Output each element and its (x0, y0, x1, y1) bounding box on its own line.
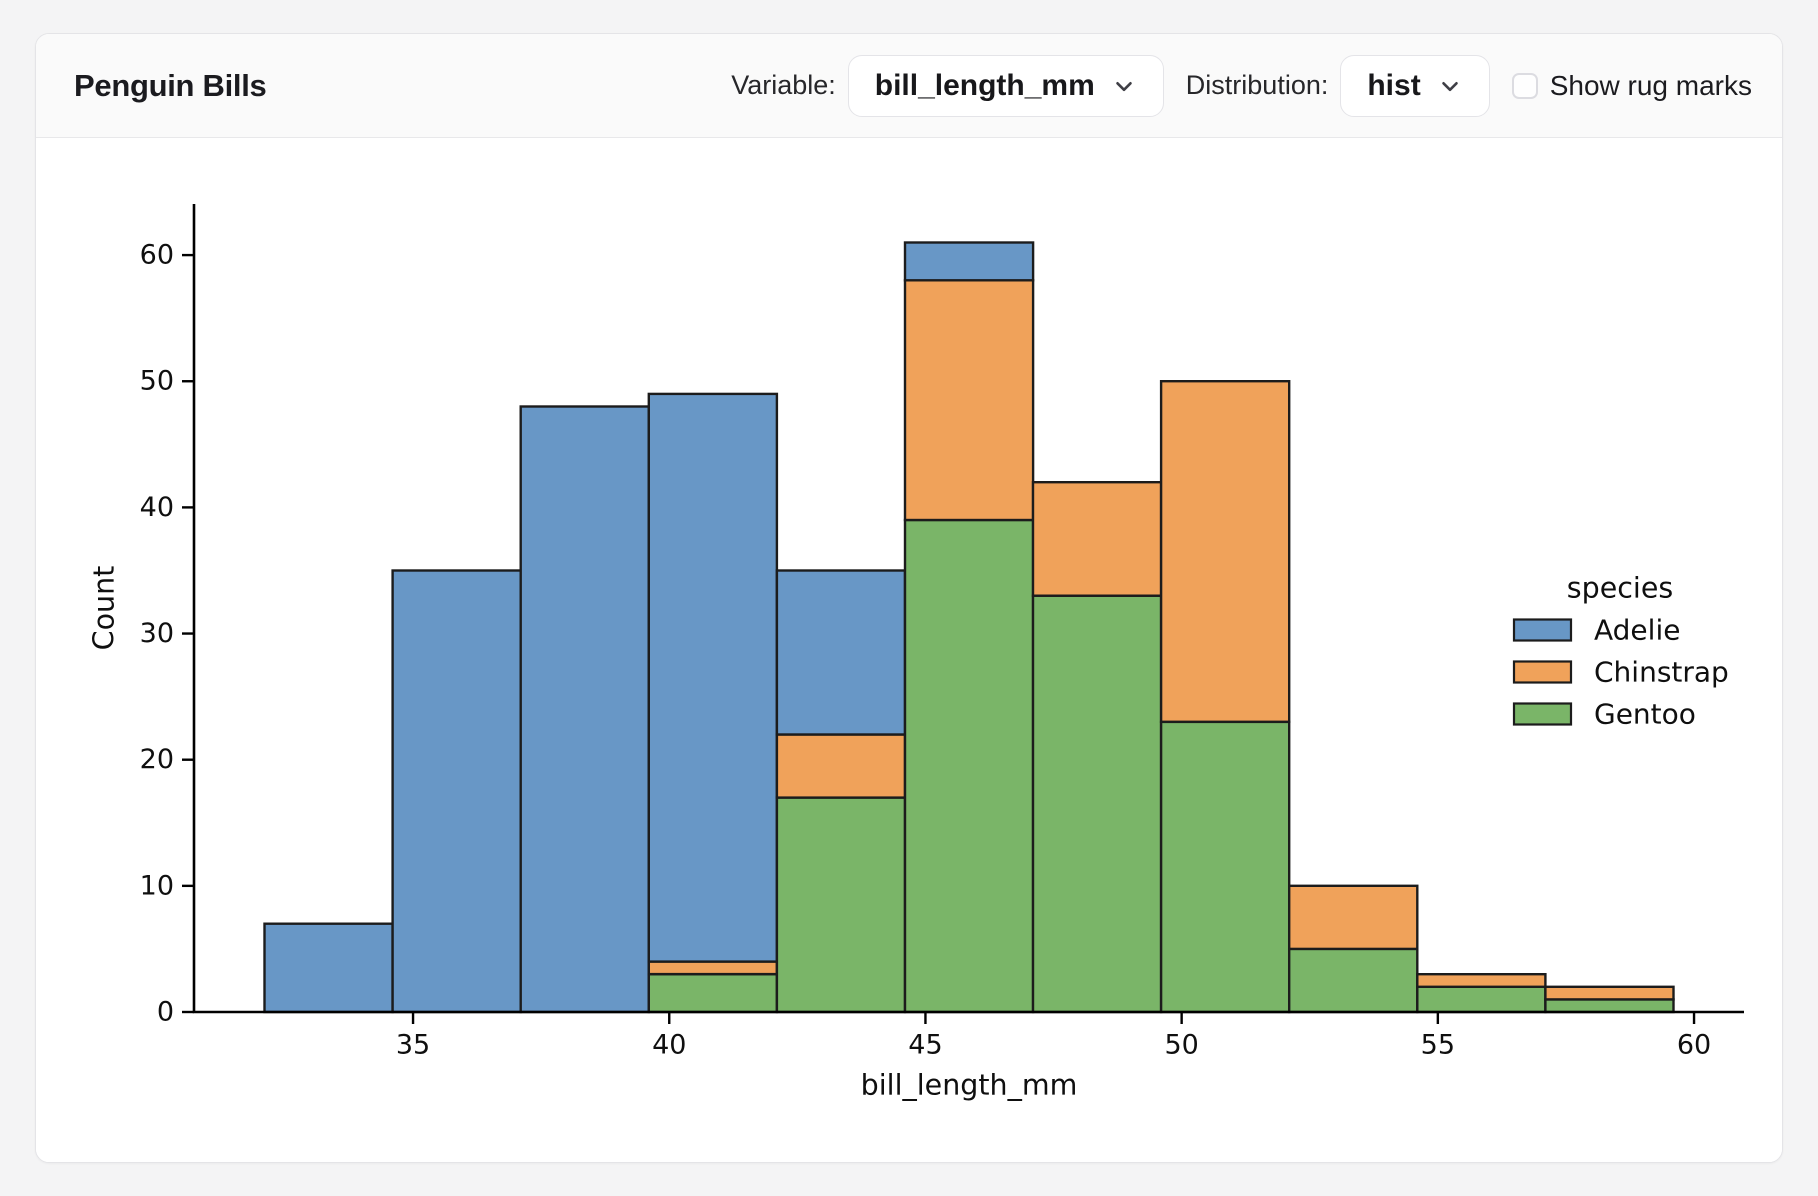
variable-dropdown-value: bill_length_mm (874, 68, 1095, 102)
x-axis-label: bill_length_mm (861, 1069, 1078, 1102)
legend-label-gentoo: Gentoo (1594, 698, 1696, 731)
histogram-bar-segment-adelie (263, 922, 394, 1014)
histogram-chart: 35 40 45 50 55 60 0 10 20 30 40 50 60 bill_length_mm C… (36, 138, 1782, 1162)
histogram-bar-segment-gentoo (775, 796, 907, 1014)
distribution-dropdown-value: hist (1367, 68, 1421, 102)
card-header: Penguin Bills Variable: bill_length_mm D… (36, 34, 1782, 138)
x-tick-label: 35 (396, 1030, 430, 1061)
histogram-bar-segment-chinstrap (1287, 884, 1419, 951)
histogram-bar-segment-adelie (903, 241, 1035, 282)
distribution-label: Distribution: (1185, 70, 1329, 100)
y-tick-label: 10 (140, 870, 174, 901)
legend-title: species (1567, 572, 1673, 605)
histogram-bar-segment-gentoo (903, 518, 1035, 1014)
y-tick-label: 0 (157, 997, 174, 1028)
y-tick-label: 40 (140, 492, 174, 523)
histogram-bar-segment-adelie (391, 569, 522, 1014)
x-tick-label: 50 (1164, 1030, 1198, 1061)
y-tick-label: 60 (140, 240, 174, 271)
histogram-bar-segment-chinstrap (1159, 379, 1291, 724)
variable-dropdown[interactable]: bill_length_mm (847, 54, 1164, 117)
variable-label: Variable: (731, 70, 836, 100)
chevron-down-icon (1115, 81, 1132, 91)
show-rug-marks-label: Show rug marks (1549, 69, 1752, 101)
histogram-bar-segment-adelie (519, 405, 651, 1014)
histogram-bar-segment-chinstrap (647, 960, 779, 976)
histogram-bar-segment-gentoo (647, 973, 779, 1014)
y-tick-label: 20 (140, 744, 174, 775)
histogram-bar-segment-gentoo (1031, 594, 1163, 1014)
show-rug-marks-checkbox[interactable] (1511, 72, 1538, 99)
y-tick-label: 30 (140, 618, 174, 649)
histogram-bar-segment-chinstrap (1544, 985, 1675, 1001)
histogram-bar-segment-gentoo (1544, 998, 1675, 1014)
histogram-bar-segment-gentoo (1416, 985, 1547, 1014)
page-title: Penguin Bills (74, 67, 267, 103)
legend-label-adelie: Adelie (1594, 614, 1680, 647)
x-tick-label: 55 (1421, 1030, 1455, 1061)
x-tick-label: 60 (1677, 1030, 1711, 1061)
chevron-down-icon (1441, 81, 1458, 91)
legend-label-chinstrap: Chinstrap (1594, 656, 1729, 689)
legend-swatch-gentoo (1512, 702, 1573, 726)
histogram-svg: 35 40 45 50 55 60 0 10 20 30 40 50 60 bill_length_mm C… (88, 204, 1744, 1102)
x-tick-label: 45 (908, 1030, 942, 1061)
header-controls: Variable: bill_length_mm Distribution: h… (731, 54, 1752, 117)
histogram-bar-segment-gentoo (1287, 947, 1419, 1014)
histogram-bar-segment-chinstrap (903, 279, 1035, 522)
penguin-bills-card: Penguin Bills Variable: bill_length_mm D… (35, 33, 1783, 1163)
legend-swatch-adelie (1512, 618, 1573, 642)
histogram-bar-segment-adelie (647, 392, 779, 963)
legend-swatch-chinstrap (1512, 660, 1573, 684)
y-axis-label: Count (88, 566, 121, 651)
histogram-bar-segment-chinstrap (775, 733, 907, 799)
histogram-bar-segment-adelie (775, 569, 907, 736)
histogram-bar-segment-chinstrap (1031, 481, 1163, 597)
y-tick-label: 50 (140, 366, 174, 397)
histogram-bar-segment-chinstrap (1416, 973, 1547, 989)
histogram-bar-segment-gentoo (1159, 720, 1291, 1014)
x-tick-label: 40 (652, 1030, 686, 1061)
distribution-dropdown[interactable]: hist (1340, 54, 1490, 117)
